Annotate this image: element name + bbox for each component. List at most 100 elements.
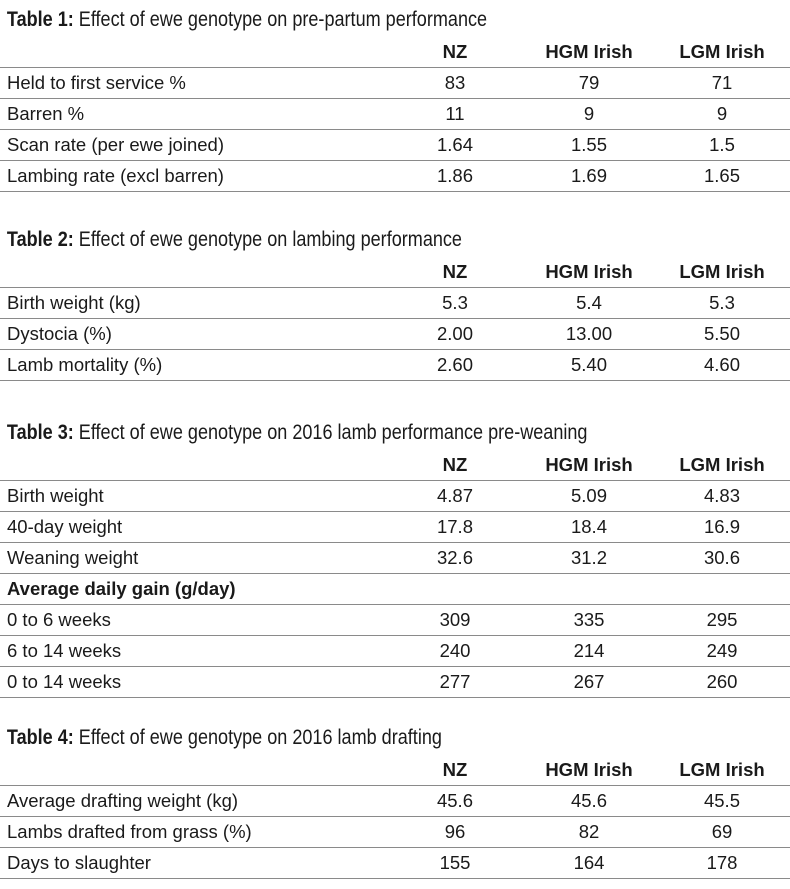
column-header: NZ (442, 41, 468, 62)
value-cell: 4.83 (654, 480, 790, 512)
table-label: Table 3: (6, 421, 74, 444)
value-cell: 83 (386, 67, 524, 99)
table-row: Lamb mortality (%) 2.60 5.40 4.60 (0, 349, 790, 381)
column-header: HGM Irish (545, 261, 633, 282)
value-cell: 260 (654, 666, 790, 698)
row-label: Dystocia (%) (0, 318, 386, 350)
table-row: Held to first service % 83 79 71 (0, 67, 790, 99)
table-section-4: Table 4: Effect of ewe genotype on 2016 … (0, 725, 790, 879)
table-caption: Effect of ewe genotype on lambing perfor… (73, 228, 462, 251)
header-row: NZ HGM Irish LGM Irish (0, 37, 790, 68)
row-label: Lambs drafted from grass (%) (0, 816, 386, 848)
value-cell: 295 (654, 604, 790, 636)
value-cell: 17.8 (386, 511, 524, 543)
empty-cell (386, 573, 524, 605)
value-cell: 9 (654, 98, 790, 130)
table-caption: Effect of ewe genotype on pre-partum per… (73, 8, 488, 31)
empty-cell (654, 573, 790, 605)
column-header: LGM Irish (679, 759, 765, 780)
value-cell: 16.9 (654, 511, 790, 543)
table-row: 0 to 6 weeks 309 335 295 (0, 604, 790, 636)
subheader-label: Average daily gain (g/day) (0, 573, 386, 605)
value-cell: 69 (654, 816, 790, 848)
row-label: Days to slaughter (0, 847, 386, 879)
data-table: NZ HGM Irish LGM Irish Birth weight 4.87 5.09… (0, 450, 790, 698)
row-label: Birth weight (kg) (0, 287, 386, 319)
data-table: NZ HGM Irish LGM Irish Birth weight (kg) 5.3… (0, 257, 790, 381)
table-row: Birth weight 4.87 5.09 4.83 (0, 480, 790, 512)
value-cell: 267 (524, 666, 654, 698)
row-label: Average drafting weight (kg) (0, 785, 386, 817)
value-cell: 79 (524, 67, 654, 99)
column-header: LGM Irish (679, 41, 765, 62)
value-cell: 5.09 (524, 480, 654, 512)
value-cell: 5.4 (524, 287, 654, 319)
value-cell: 2.60 (386, 349, 524, 381)
table-title: Table 2: Effect of ewe genotype on lambi… (0, 227, 679, 257)
data-table: NZ HGM Irish LGM Irish Held to first servic… (0, 37, 790, 192)
table-row: Lambing rate (excl barren) 1.86 1.69 1.65 (0, 160, 790, 192)
value-cell: 31.2 (524, 542, 654, 574)
column-header: NZ (442, 759, 468, 780)
value-cell: 240 (386, 635, 524, 667)
table-row: 0 to 14 weeks 277 267 260 (0, 666, 790, 698)
row-label: Held to first service % (0, 67, 386, 99)
table-section-3: Table 3: Effect of ewe genotype on 2016 … (0, 420, 790, 698)
value-cell: 45.5 (654, 785, 790, 817)
table-row: Average daily gain (g/day) (0, 573, 790, 605)
table-caption: Effect of ewe genotype on 2016 lamb perf… (73, 421, 588, 444)
column-header: NZ (442, 454, 468, 475)
table-row: Days to slaughter 155 164 178 (0, 847, 790, 879)
value-cell: 1.86 (386, 160, 524, 192)
value-cell: 164 (524, 847, 654, 879)
row-label: Weaning weight (0, 542, 386, 574)
value-cell: 4.60 (654, 349, 790, 381)
row-label: Barren % (0, 98, 386, 130)
value-cell: 9 (524, 98, 654, 130)
table-section-2: Table 2: Effect of ewe genotype on lambi… (0, 227, 790, 381)
table-title: Table 4: Effect of ewe genotype on 2016 … (0, 725, 679, 755)
value-cell: 1.55 (524, 129, 654, 161)
value-cell: 32.6 (386, 542, 524, 574)
table-row: Average drafting weight (kg) 45.6 45.6 45.5 (0, 785, 790, 817)
table-title: Table 3: Effect of ewe genotype on 2016 … (0, 420, 679, 450)
table-caption: Effect of ewe genotype on 2016 lamb draf… (73, 726, 442, 749)
row-label: Scan rate (per ewe joined) (0, 129, 386, 161)
data-table: NZ HGM Irish LGM Irish Average drafting wei… (0, 755, 790, 879)
value-cell: 249 (654, 635, 790, 667)
header-row: NZ HGM Irish LGM Irish (0, 755, 790, 786)
value-cell: 5.3 (386, 287, 524, 319)
table-label: Table 4: (6, 726, 74, 749)
row-label: 40-day weight (0, 511, 386, 543)
table-row: Lambs drafted from grass (%) 96 82 69 (0, 816, 790, 848)
value-cell: 5.50 (654, 318, 790, 350)
column-header: LGM Irish (679, 261, 765, 282)
header-blank (0, 755, 386, 786)
value-cell: 18.4 (524, 511, 654, 543)
table-row: Weaning weight 32.6 31.2 30.6 (0, 542, 790, 574)
row-label: 0 to 6 weeks (0, 604, 386, 636)
value-cell: 178 (654, 847, 790, 879)
value-cell: 45.6 (524, 785, 654, 817)
value-cell: 45.6 (386, 785, 524, 817)
table-row: Scan rate (per ewe joined) 1.64 1.55 1.5 (0, 129, 790, 161)
value-cell: 30.6 (654, 542, 790, 574)
table-label: Table 2: (6, 228, 74, 251)
column-header: LGM Irish (679, 454, 765, 475)
header-blank (0, 257, 386, 288)
value-cell: 309 (386, 604, 524, 636)
table-row: Dystocia (%) 2.00 13.00 5.50 (0, 318, 790, 350)
value-cell: 4.87 (386, 480, 524, 512)
row-label: 0 to 14 weeks (0, 666, 386, 698)
table-row: 40-day weight 17.8 18.4 16.9 (0, 511, 790, 543)
value-cell: 1.65 (654, 160, 790, 192)
table-row: Barren % 11 9 9 (0, 98, 790, 130)
table-row: 6 to 14 weeks 240 214 249 (0, 635, 790, 667)
value-cell: 1.64 (386, 129, 524, 161)
row-label: Lamb mortality (%) (0, 349, 386, 381)
value-cell: 335 (524, 604, 654, 636)
value-cell: 277 (386, 666, 524, 698)
value-cell: 82 (524, 816, 654, 848)
table-label: Table 1: (6, 8, 74, 31)
row-label: Birth weight (0, 480, 386, 512)
